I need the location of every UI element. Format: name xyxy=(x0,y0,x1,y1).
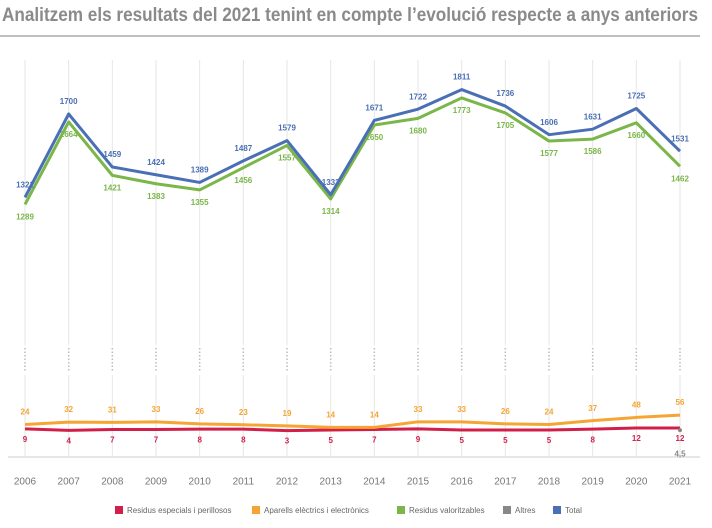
x-tick-label: 2009 xyxy=(145,477,168,488)
data-label: 14 xyxy=(370,411,379,420)
x-tick-label: 2019 xyxy=(582,477,605,488)
data-label: 26 xyxy=(195,407,204,416)
x-tick-label: 2011 xyxy=(233,477,255,488)
x-tick-label: 2015 xyxy=(407,477,430,488)
legend-swatch xyxy=(397,506,405,514)
chart-title: Analitzem els resultats del 2021 tenint … xyxy=(2,5,698,26)
data-label: 1671 xyxy=(365,103,383,112)
data-label: 1421 xyxy=(103,183,121,192)
x-tick-label: 2016 xyxy=(451,477,474,488)
data-label: 5 xyxy=(328,436,333,445)
x-tick-label: 2018 xyxy=(538,477,561,488)
data-label: 1531 xyxy=(671,134,689,143)
data-label: 1424 xyxy=(147,158,165,167)
x-tick-label: 2007 xyxy=(58,477,81,488)
data-label: 48 xyxy=(632,401,641,410)
data-label: 14 xyxy=(326,411,335,420)
series-line xyxy=(23,96,682,206)
data-label: 1631 xyxy=(584,112,602,121)
data-label: 1389 xyxy=(191,166,209,175)
x-tick-label: 2012 xyxy=(276,477,299,488)
data-label: 33 xyxy=(414,405,423,414)
data-label: 12 xyxy=(676,434,685,443)
data-label: 8 xyxy=(590,435,595,444)
series-line xyxy=(24,426,680,433)
data-label: 1462 xyxy=(671,174,689,183)
data-label: 24 xyxy=(545,408,554,417)
data-label: 1650 xyxy=(365,133,383,142)
data-label: 8 xyxy=(197,435,202,444)
legend-label: Aparells elèctrics i electrònics xyxy=(264,506,369,515)
data-label: 1680 xyxy=(409,127,427,136)
data-label: 19 xyxy=(283,409,292,418)
legend-label: Total xyxy=(565,506,582,515)
legend-label: Residus especials i perillosos xyxy=(127,506,232,515)
data-label: 31 xyxy=(108,406,117,415)
data-label: 1586 xyxy=(584,147,602,156)
data-label: 33 xyxy=(152,405,161,414)
data-label: 3 xyxy=(285,437,290,446)
data-label: 1314 xyxy=(322,207,340,216)
data-label: 1383 xyxy=(147,192,165,201)
data-label: 56 xyxy=(676,398,685,407)
series-line xyxy=(23,88,682,199)
data-label: 26 xyxy=(501,407,510,416)
legend-label: Altres xyxy=(515,506,535,515)
data-label: 1700 xyxy=(60,97,78,106)
data-label: 7 xyxy=(154,436,159,445)
data-label: 9 xyxy=(23,435,28,444)
data-label: 5 xyxy=(547,436,552,445)
data-label: 1664 xyxy=(60,130,78,139)
data-label: 23 xyxy=(239,408,248,417)
data-label: 1579 xyxy=(278,124,296,133)
data-label: 5 xyxy=(459,436,464,445)
data-label: 4 xyxy=(66,436,71,445)
legend-swatch xyxy=(115,506,123,514)
data-label: 1736 xyxy=(496,89,514,98)
data-label: 37 xyxy=(588,404,597,413)
data-label: 1606 xyxy=(540,118,558,127)
legend-swatch xyxy=(553,506,561,514)
legend-swatch xyxy=(503,506,511,514)
data-label: 1725 xyxy=(627,92,645,101)
x-tick-label: 2008 xyxy=(101,477,124,488)
series-line xyxy=(24,413,681,429)
data-label: 33 xyxy=(457,405,466,414)
data-label: 4,5 xyxy=(674,449,686,458)
data-label: 1321 xyxy=(16,180,34,189)
data-label: 32 xyxy=(64,405,73,414)
data-label: 5 xyxy=(503,436,508,445)
data-label: 1577 xyxy=(540,149,558,158)
legend-label: Residus valoritzables xyxy=(409,506,485,515)
x-tick-label: 2014 xyxy=(363,477,386,488)
x-tick-label: 2013 xyxy=(320,477,343,488)
x-tick-label: 2017 xyxy=(494,477,517,488)
data-label: 1487 xyxy=(234,144,252,153)
x-tick-label: 2020 xyxy=(625,477,648,488)
data-label: 1289 xyxy=(16,213,34,222)
data-label: 1456 xyxy=(234,176,252,185)
data-label: 1355 xyxy=(191,198,209,207)
data-label: 1660 xyxy=(627,131,645,140)
legend-swatch xyxy=(252,506,260,514)
data-label: 9 xyxy=(416,435,421,444)
data-label: 1557 xyxy=(278,154,296,163)
data-label: 1811 xyxy=(453,73,471,82)
series-point xyxy=(678,428,682,433)
data-label: 1722 xyxy=(409,92,427,101)
x-tick-label: 2021 xyxy=(669,477,692,488)
data-label: 24 xyxy=(21,408,30,417)
data-label: 1459 xyxy=(103,150,121,159)
data-label: 1333 xyxy=(322,178,340,187)
x-tick-label: 2006 xyxy=(14,477,37,488)
data-label: 1773 xyxy=(453,106,471,115)
data-label: 8 xyxy=(241,435,246,444)
data-label: 7 xyxy=(372,436,377,445)
data-label: 1705 xyxy=(496,121,514,130)
data-label: 7 xyxy=(110,436,115,445)
data-label: 12 xyxy=(632,434,641,443)
x-tick-label: 2010 xyxy=(189,477,212,488)
